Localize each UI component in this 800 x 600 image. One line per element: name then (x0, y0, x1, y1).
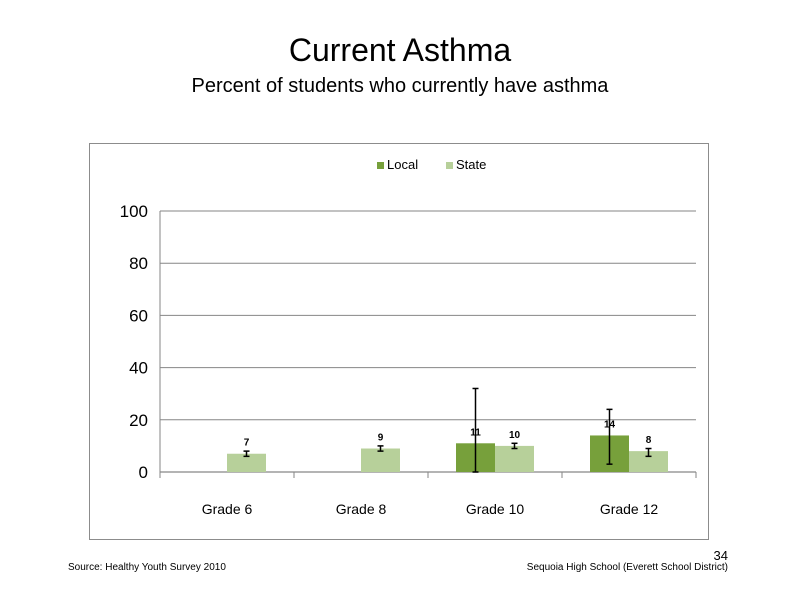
chart-frame: Local State 0 20 40 60 80 100 Grade 6 Grade 8 Grad… (89, 143, 709, 540)
slide-subtitle: Percent of students who currently have a… (191, 75, 609, 97)
data-label-state-grade-6: 7 (244, 438, 250, 449)
data-label-state-grade-12: 8 (646, 435, 652, 446)
y-tick-label-40: 40 (129, 359, 148, 378)
bar-chart: Local State 0 20 40 60 80 100 Grade 6 Grade 8 Grad… (120, 157, 697, 517)
data-label-local-grade-12: 14 (604, 419, 616, 430)
x-tick-label-grade-12: Grade 12 (600, 501, 659, 517)
data-label-state-grade-8: 9 (378, 433, 384, 444)
x-tick-label-grade-8: Grade 8 (336, 501, 387, 517)
source-note: Source: Healthy Youth Survey 2010 (68, 562, 226, 573)
y-tick-label-20: 20 (129, 411, 148, 430)
y-tick-label-100: 100 (120, 202, 148, 221)
bar-state-grade-12 (629, 451, 668, 472)
bar-state-grade-10 (495, 445, 534, 472)
y-tick-label-80: 80 (129, 254, 148, 273)
legend-swatch-local (377, 162, 384, 169)
y-tick-label-60: 60 (129, 306, 148, 325)
bar-state-grade-8 (361, 448, 400, 472)
data-label-local-grade-10: 11 (470, 427, 481, 438)
page-number: 34 (713, 548, 728, 563)
legend-label-local: Local (387, 157, 418, 172)
school-name: Sequoia High School (Everett School Dist… (526, 562, 728, 573)
legend-swatch-state (446, 162, 453, 169)
x-tick-label-grade-6: Grade 6 (202, 501, 253, 517)
data-label-state-grade-10: 10 (509, 430, 521, 441)
legend-label-state: State (456, 157, 486, 172)
bar-state-grade-6 (227, 453, 266, 472)
slide-title: Current Asthma (288, 32, 512, 68)
y-tick-label-0: 0 (139, 463, 148, 482)
x-tick-label-grade-10: Grade 10 (466, 501, 525, 517)
